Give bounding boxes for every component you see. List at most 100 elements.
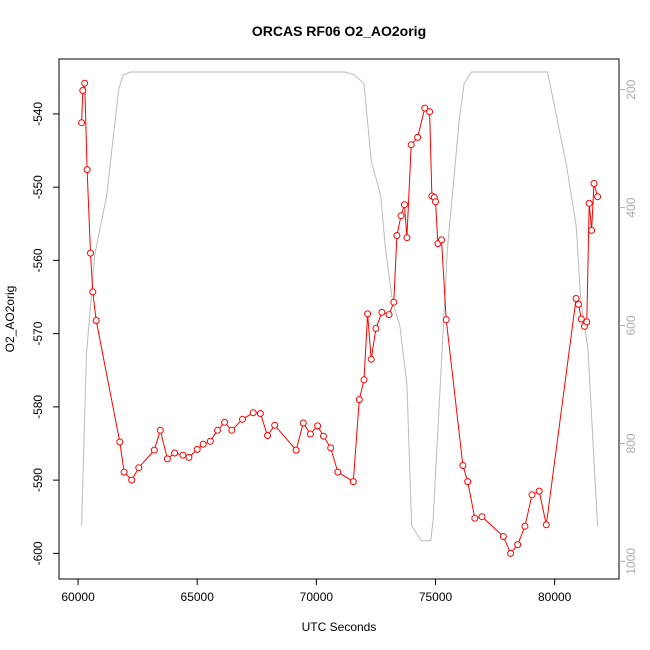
data-point: [372, 325, 380, 332]
data-point: [575, 300, 582, 308]
data-point: [403, 234, 411, 242]
data-point: [464, 478, 472, 486]
data-point: [432, 198, 439, 206]
secondary-series: [81, 71, 599, 542]
data-point: [249, 409, 257, 417]
data-point: [471, 514, 479, 522]
data-point: [349, 478, 357, 486]
data-point: [542, 521, 550, 529]
data-point: [199, 440, 207, 448]
data-point: [83, 166, 91, 174]
y-tick-label: -550: [31, 175, 45, 199]
secondary-series-line: [81, 71, 599, 542]
data-point: [590, 180, 598, 187]
data-point: [334, 468, 342, 476]
data-point: [185, 453, 193, 461]
data-point: [171, 449, 179, 457]
data-point: [163, 455, 171, 463]
data-point: [256, 410, 264, 417]
data-point: [264, 432, 271, 439]
data-point: [214, 426, 221, 434]
data-point: [360, 376, 368, 384]
y-axis: -600 -590 -580 -570 -560 -550 -540: [31, 102, 59, 565]
data-point: [150, 446, 158, 454]
y-tick-label: -540: [31, 102, 45, 126]
data-point: [521, 522, 529, 530]
data-point: [426, 108, 434, 116]
data-point: [397, 212, 405, 220]
data-point: [81, 79, 89, 87]
primary-series-line: [81, 83, 599, 555]
data-point: [292, 446, 300, 454]
data-point: [442, 316, 450, 324]
x-axis-label: UTC Seconds: [302, 620, 377, 634]
data-point: [364, 310, 372, 318]
x-tick-label: 60000: [61, 590, 95, 604]
data-point: [193, 445, 201, 453]
x-tick-label: 75000: [419, 590, 453, 604]
data-point: [528, 491, 536, 499]
primary-series: [78, 79, 602, 557]
data-point: [585, 199, 593, 207]
data-point: [499, 533, 507, 540]
data-point: [401, 201, 408, 209]
x-tick-label: 65000: [181, 590, 215, 604]
data-point: [314, 422, 322, 430]
y-tick-label: -590: [31, 468, 45, 492]
data-point: [92, 317, 100, 324]
data-point: [271, 421, 279, 429]
data-point: [459, 462, 467, 469]
plot-frame: [58, 58, 620, 580]
y-tick-label: -560: [31, 248, 45, 272]
data-point: [390, 298, 398, 306]
data-point: [414, 133, 422, 141]
chart-title: ORCAS RF06 O2_AO2orig: [252, 23, 426, 39]
y2-tick-label: 400: [624, 197, 638, 217]
data-point: [78, 119, 86, 127]
data-point: [79, 87, 87, 94]
data-point: [156, 426, 164, 434]
y2-tick-label: 1000: [624, 548, 638, 575]
data-point: [206, 437, 214, 445]
data-point: [355, 396, 363, 404]
data-point: [572, 295, 580, 302]
data-point: [87, 249, 94, 257]
y-tick-label: -600: [31, 541, 45, 565]
data-point: [438, 236, 445, 244]
data-point: [179, 451, 187, 459]
data-point: [367, 355, 375, 363]
data-point: [128, 476, 136, 484]
data-point: [583, 318, 591, 326]
data-point: [385, 311, 393, 319]
data-point: [135, 464, 143, 472]
data-point: [327, 444, 335, 452]
data-point: [221, 418, 229, 426]
y2-tick-label: 800: [624, 433, 638, 453]
x-axis: 60000 65000 70000 75000 80000: [61, 579, 572, 604]
data-point: [116, 438, 124, 446]
data-point: [89, 288, 97, 296]
data-point: [535, 487, 543, 495]
y-tick-label: -570: [31, 321, 45, 345]
data-point: [507, 549, 515, 557]
data-point: [299, 419, 307, 427]
data-point: [320, 432, 327, 440]
data-point: [120, 468, 128, 476]
y-axis-label: O2_AO2orig: [3, 286, 17, 353]
data-point: [239, 415, 246, 423]
y-tick-label: -580: [31, 395, 45, 419]
data-point: [306, 430, 314, 438]
data-point: [393, 232, 401, 239]
data-point: [594, 193, 602, 201]
y2-tick-label: 600: [624, 315, 638, 335]
data-point: [407, 141, 415, 149]
data-point: [577, 315, 585, 323]
data-point: [228, 426, 236, 434]
y2-axis: 200 400 600 800 1000: [619, 79, 638, 575]
data-point: [588, 226, 596, 234]
data-point: [421, 104, 429, 112]
y2-tick-label: 200: [624, 79, 638, 99]
data-point: [514, 541, 522, 549]
data-point: [478, 513, 486, 521]
